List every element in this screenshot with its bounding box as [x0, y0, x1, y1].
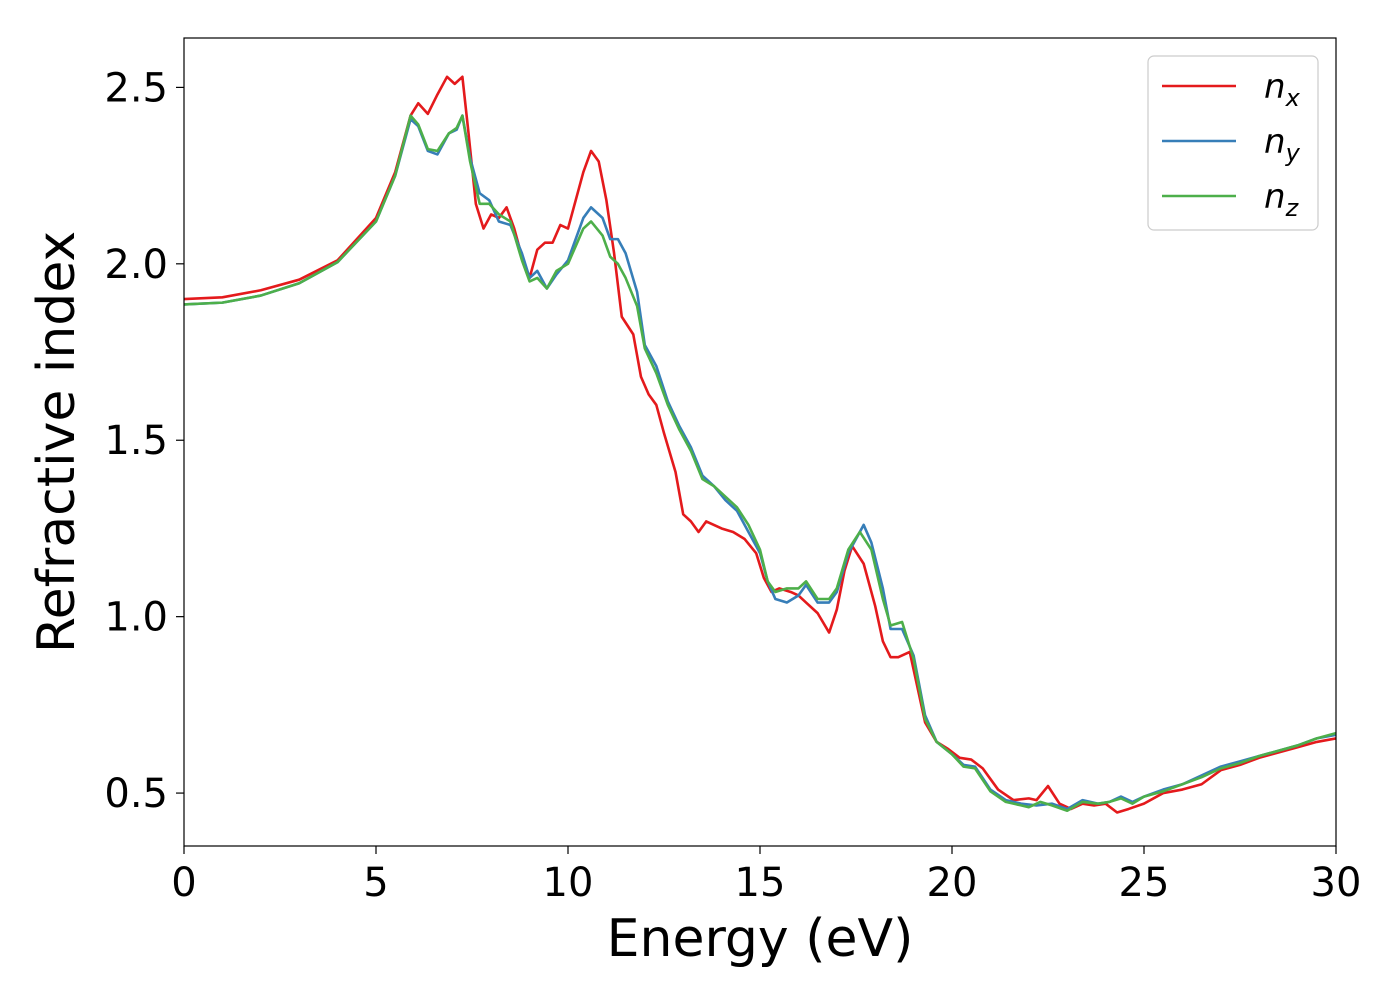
series-layer — [184, 75, 1336, 814]
series-line-nz — [184, 114, 1336, 813]
x-tick-label: 0 — [171, 860, 196, 906]
x-tick-label: 15 — [735, 860, 786, 906]
y-tick-label: 2.0 — [104, 242, 168, 288]
x-axis: 0 5 10 15 20 25 30 — [171, 846, 1361, 906]
legend-label-ny: ny — [1264, 122, 1301, 167]
y-tick-label: 1.5 — [104, 418, 168, 464]
x-tick-label: 25 — [1119, 860, 1170, 906]
legend-label-nx: nx — [1264, 67, 1301, 112]
x-tick-label: 5 — [363, 860, 388, 906]
y-axis: 0.5 1.0 1.5 2.0 2.5 — [104, 65, 184, 817]
x-tick-label: 10 — [543, 860, 594, 906]
x-tick-label: 20 — [927, 860, 978, 906]
x-tick-label: 30 — [1311, 860, 1362, 906]
y-axis-label: Refractive index — [27, 231, 87, 653]
y-tick-label: 1.0 — [104, 595, 168, 641]
legend: nx ny nz — [1147, 55, 1319, 231]
legend-box — [1147, 55, 1319, 231]
legend-label-nz: nz — [1264, 177, 1300, 222]
y-tick-label: 2.5 — [104, 65, 168, 111]
x-axis-label: Energy (eV) — [607, 909, 914, 969]
y-tick-label: 0.5 — [104, 771, 168, 817]
